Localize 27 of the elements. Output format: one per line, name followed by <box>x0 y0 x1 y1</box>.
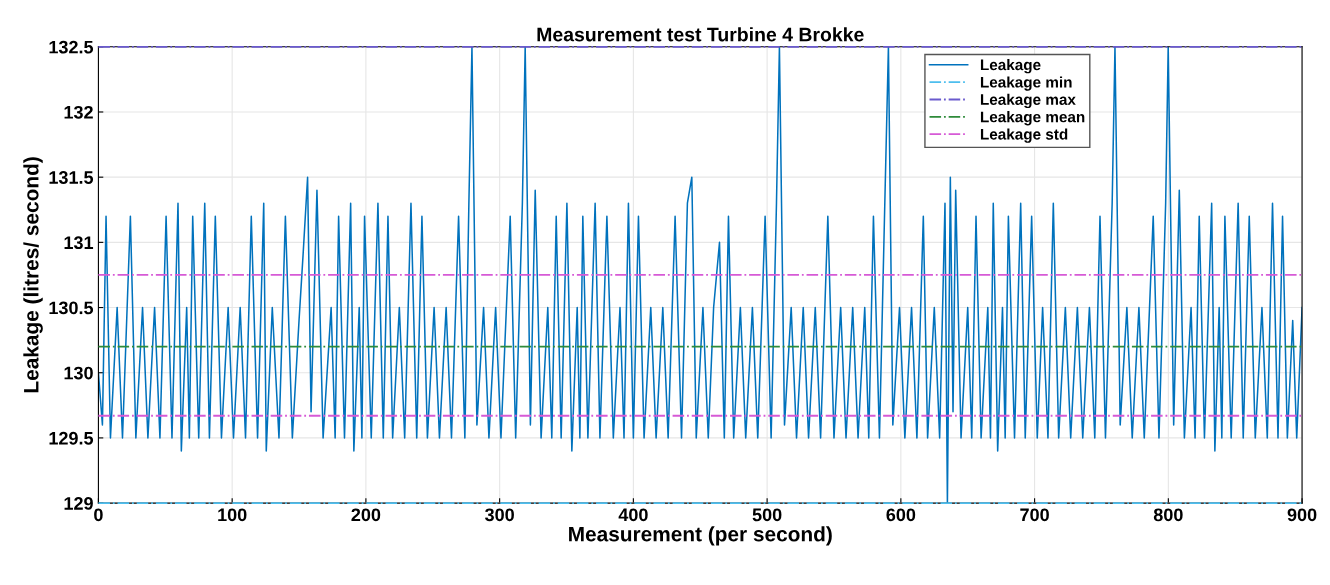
y-tick-label: 129.5 <box>49 431 94 445</box>
line-series <box>98 46 1303 504</box>
y-tick-label: 129 <box>64 497 93 510</box>
x-tick-label: 700 <box>1020 508 1049 522</box>
x-tick-label: 200 <box>351 508 381 522</box>
y-axis-title: Leakage (litres/ second) <box>23 157 43 393</box>
y-tick-label: 130 <box>64 366 93 380</box>
y-tick-label: 132.5 <box>49 40 94 54</box>
legend-label: Leakage min <box>980 76 1072 91</box>
legend-label: Leakage <box>980 59 1041 74</box>
chart-title: Measurement test Turbine 4 Brokke <box>537 27 864 42</box>
y-tick-label: 131 <box>64 236 94 250</box>
y-tick-label: 131.5 <box>49 171 94 184</box>
x-tick-label: 900 <box>1287 508 1317 522</box>
legend-label: Leakage std <box>980 128 1068 143</box>
legend-label: Leakage mean <box>980 111 1085 126</box>
x-tick-label: 600 <box>886 508 916 522</box>
x-tick-label: 100 <box>218 508 247 522</box>
x-axis-title: Measurement (per second) <box>569 526 832 546</box>
y-tick-label: 132 <box>64 105 93 119</box>
x-tick-label: 800 <box>1153 508 1183 522</box>
legend-label: Leakage max <box>980 93 1076 109</box>
x-tick-label: 500 <box>752 508 782 522</box>
y-tick-label: 130.5 <box>49 301 94 315</box>
x-tick-label: 300 <box>484 508 514 522</box>
x-tick-label: 400 <box>618 508 648 522</box>
x-tick-label: 0 <box>94 508 103 522</box>
